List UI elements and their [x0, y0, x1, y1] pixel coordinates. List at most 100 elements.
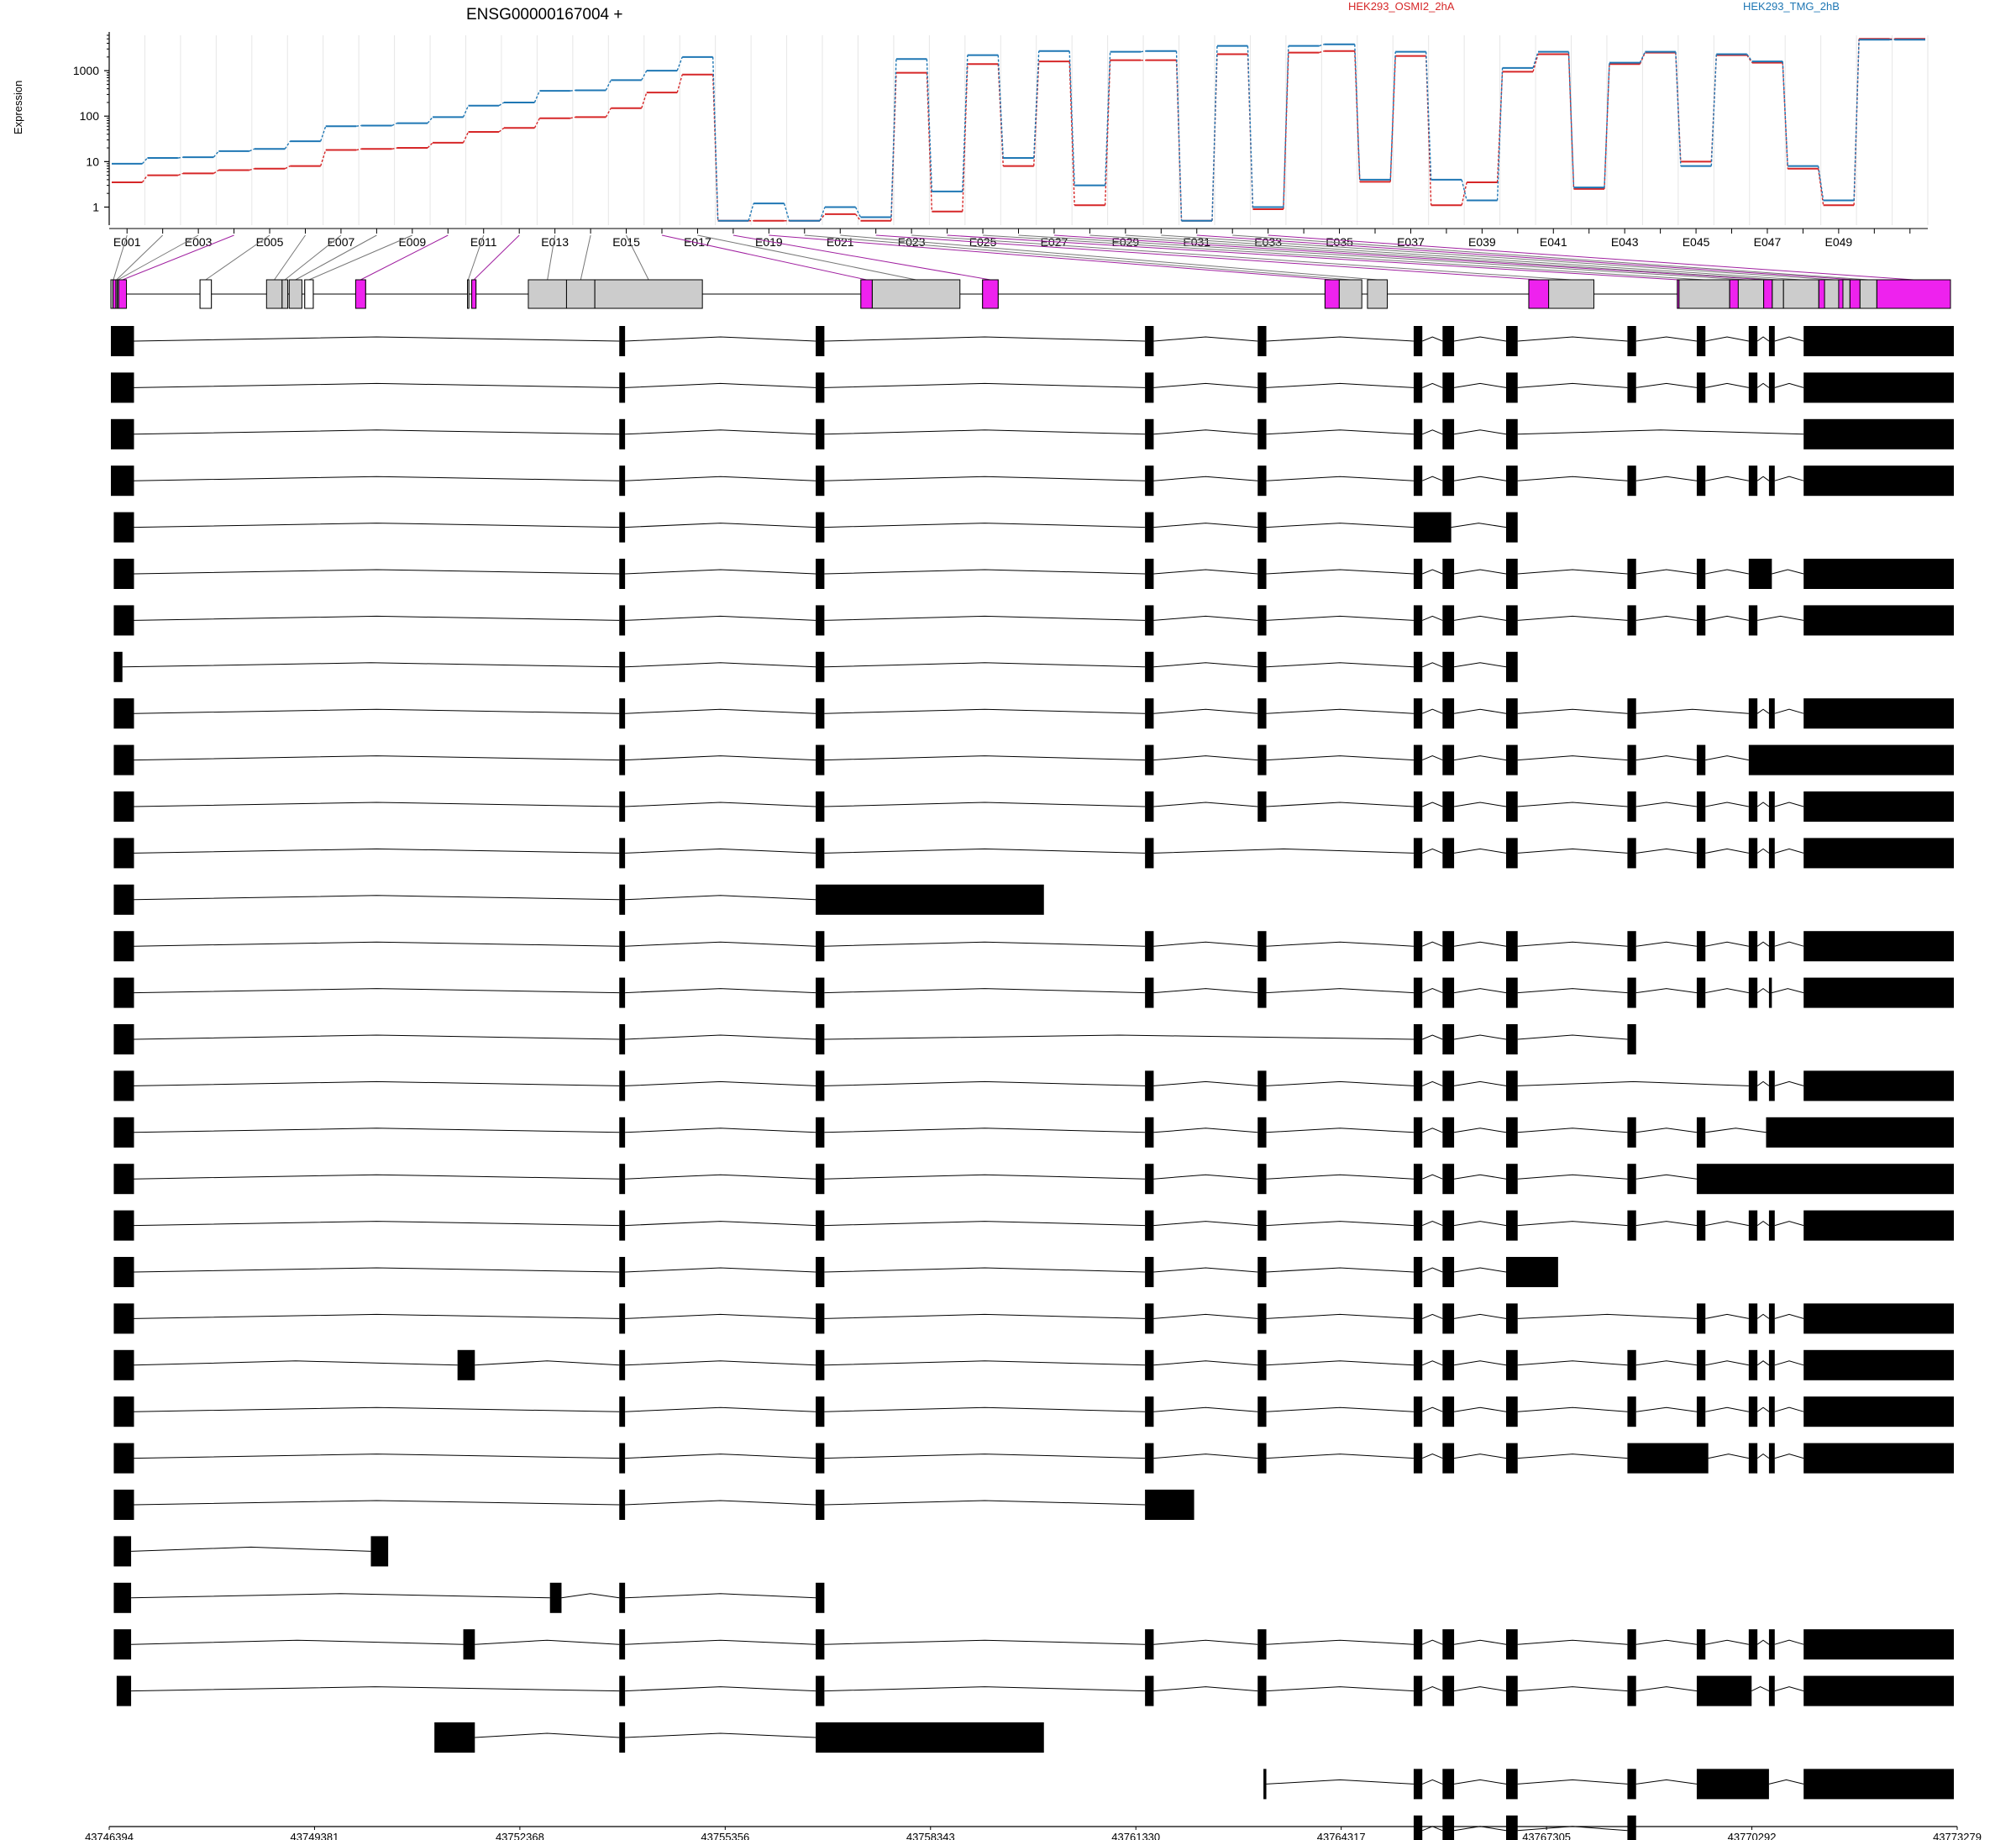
transcript-exon — [1257, 1349, 1267, 1380]
series-step — [1319, 50, 1325, 54]
series-step — [1567, 54, 1575, 189]
transcript-exon — [1803, 559, 1954, 589]
series-step — [320, 126, 327, 142]
y-axis: 1 10 100 1000 — [73, 32, 110, 225]
intron-line — [131, 1639, 464, 1645]
transcript-track — [1263, 1769, 1954, 1800]
transcript-exon — [619, 1722, 626, 1753]
transcript-exon — [1627, 1349, 1636, 1380]
intron-line — [1768, 1779, 1804, 1785]
intron-line — [1266, 1267, 1414, 1273]
transcript-exon — [1696, 1396, 1706, 1427]
intron-line — [134, 1500, 620, 1506]
intron-line — [1153, 1221, 1258, 1227]
transcript-exon — [113, 698, 134, 729]
intron-line — [1756, 1453, 1770, 1459]
genomic-tick-label: 43746394 — [85, 1831, 134, 1840]
bin-exon-connector — [983, 234, 1704, 281]
transcript-exon — [1413, 1303, 1423, 1334]
transcript-exon — [619, 1396, 626, 1427]
transcript-exon — [1505, 1210, 1518, 1241]
intron-line — [1774, 336, 1804, 342]
transcript-exon — [1768, 326, 1775, 356]
series-step — [1746, 54, 1753, 62]
transcript-exon — [1803, 1210, 1954, 1241]
transcript-exon — [1748, 372, 1758, 403]
intron-line — [1756, 941, 1770, 947]
transcript-exon — [816, 1490, 825, 1520]
transcript-track — [113, 838, 1954, 869]
intron-line — [1756, 476, 1770, 481]
intron-line — [1517, 1080, 1749, 1086]
intron-line — [1751, 1686, 1770, 1692]
transcript-track — [113, 1582, 825, 1613]
transcript-exon — [1413, 1815, 1423, 1840]
intron-line — [1153, 1360, 1258, 1366]
intron-line — [134, 988, 620, 994]
bin-tick-label: E003 — [185, 235, 213, 249]
transcript-exon — [1627, 1675, 1636, 1706]
intron-line — [1453, 1128, 1507, 1133]
intron-line — [1266, 802, 1414, 807]
series-step — [356, 148, 362, 151]
intron-line — [1153, 1406, 1258, 1412]
series-step — [1782, 61, 1788, 166]
transcript-exon — [113, 1536, 132, 1567]
intron-line — [475, 1360, 620, 1366]
intron-line — [1153, 1174, 1258, 1180]
intron-line — [824, 941, 1146, 947]
intron-line — [1705, 569, 1749, 575]
bin-tick-label: E041 — [1540, 235, 1567, 249]
intron-line — [1422, 662, 1443, 668]
intron-line — [1451, 523, 1507, 528]
transcript-track — [113, 884, 1044, 915]
transcript-exon — [1442, 744, 1455, 775]
transcript-exon — [1627, 1164, 1636, 1195]
transcript-exon — [1505, 838, 1518, 869]
transcript-exon — [1145, 512, 1154, 543]
series-step — [213, 150, 219, 158]
series-step — [462, 131, 470, 144]
transcript-exon — [816, 326, 825, 356]
intron-line — [1266, 429, 1414, 435]
intron-line — [1517, 1221, 1628, 1227]
transcript-exon — [1505, 512, 1518, 543]
transcript-exon — [1145, 1303, 1154, 1334]
transcript-exon — [1696, 931, 1706, 962]
transcript-exon — [1803, 1396, 1954, 1427]
bin-exon-connector — [473, 234, 520, 281]
intron-line — [1774, 1360, 1804, 1366]
transcript-exon — [1257, 791, 1267, 822]
transcript-exon — [113, 977, 134, 1008]
series-step — [605, 80, 612, 91]
intron-line — [824, 1360, 1146, 1366]
series-step — [1853, 39, 1860, 201]
transcript-exon — [1442, 1675, 1455, 1706]
transcript-exon — [1257, 1396, 1267, 1427]
series-step — [1461, 179, 1467, 201]
bin-exon-connector — [1125, 234, 1802, 281]
transcript-exon — [1768, 372, 1775, 403]
intron-line — [824, 988, 1146, 994]
exon-box — [528, 279, 567, 309]
bin-exon-connector — [274, 234, 306, 281]
intron-line — [1756, 1220, 1770, 1227]
intron-line — [131, 1546, 371, 1552]
intron-line — [824, 1080, 1146, 1086]
intron-line — [1422, 708, 1443, 714]
transcript-exon — [1748, 465, 1758, 497]
transcript-exon — [1627, 1769, 1636, 1800]
transcript-exon — [1442, 559, 1455, 589]
series-step — [926, 59, 933, 192]
transcript-exon — [1145, 1257, 1154, 1287]
intron-line — [1635, 1174, 1698, 1180]
transcript-exon — [1413, 418, 1423, 449]
intron-line — [1453, 1034, 1507, 1040]
intron-line — [1422, 848, 1443, 854]
transcript-track — [113, 698, 1954, 729]
genomic-tick-label: 43770292 — [1728, 1831, 1777, 1840]
transcript-exon — [434, 1722, 475, 1753]
transcript-exon — [1413, 559, 1423, 589]
transcript-exon — [619, 698, 626, 729]
intron-line — [1517, 1454, 1628, 1459]
